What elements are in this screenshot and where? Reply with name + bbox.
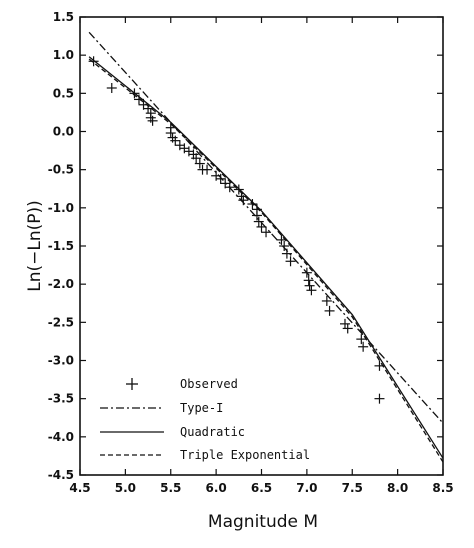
y-tick-label-12: -4.5	[48, 468, 74, 482]
legend-label-observed: Observed	[180, 377, 238, 391]
y-tick-label-1: 1.0	[53, 48, 74, 62]
legend-label-type1: Type-I	[180, 401, 223, 415]
observed-point-43	[324, 305, 335, 316]
x-axis-title: Magnitude M	[208, 512, 318, 532]
legend-item-observed: Observed	[126, 377, 238, 391]
y-tick-label-6: -1.5	[48, 239, 74, 253]
x-tick-label-6: 7.5	[342, 481, 363, 495]
observed-point-49	[374, 393, 385, 404]
observed-point-41	[306, 285, 317, 296]
observed-point-35	[279, 241, 290, 251]
observed-point-8	[147, 115, 158, 126]
observed-point-10	[165, 128, 176, 139]
observed-point-32	[256, 221, 267, 232]
observed-point-3	[133, 94, 144, 105]
observed-points	[88, 56, 385, 404]
y-tick-label-10: -3.5	[48, 392, 74, 406]
observed-point-33	[261, 227, 272, 238]
observed-point-25	[233, 184, 244, 195]
observed-point-2	[129, 88, 140, 99]
observed-point-31	[253, 216, 264, 227]
x-tick-label-1: 5.0	[115, 481, 136, 495]
observed-point-22	[215, 173, 226, 184]
observed-point-40	[304, 280, 315, 291]
legend-item-triple-exponential: Triple Exponential	[100, 448, 310, 462]
x-tick-label-5: 7.0	[296, 481, 317, 495]
observed-point-44	[339, 318, 350, 329]
series-line-2	[88, 56, 444, 459]
observed-point-47	[358, 341, 369, 352]
observed-point-5	[143, 103, 154, 114]
observed-point-48	[374, 360, 385, 371]
series-line-3	[88, 58, 444, 463]
y-tick-label-4: -0.5	[48, 163, 74, 177]
y-tick-label-7: -2.0	[48, 277, 74, 291]
legend: Observed Type-I Quadratic Triple Exponen…	[100, 377, 310, 462]
observed-point-46	[356, 334, 367, 345]
x-tick-label-4: 6.5	[251, 481, 272, 495]
observed-point-28	[247, 199, 258, 210]
observed-point-37	[285, 256, 296, 267]
observed-point-12	[170, 135, 181, 146]
y-tick-label-8: -2.5	[48, 315, 74, 329]
observed-point-20	[202, 164, 213, 175]
observed-point-18	[194, 158, 205, 169]
y-tick-label-5: -1.0	[48, 201, 74, 215]
x-tick-label-2: 5.5	[160, 481, 181, 495]
observed-point-42	[321, 295, 332, 306]
y-tick-label-2: 0.5	[53, 86, 74, 100]
observed-point-45	[342, 323, 353, 334]
axis-ticks: 4.5 5.0 5.5 6.0 6.5 7.0 7.5 8.0 8.5 1.5 1.0 0.5 0.0 -…	[48, 10, 454, 495]
observed-point-24	[224, 182, 235, 193]
legend-item-quadratic: Quadratic	[100, 425, 245, 439]
observed-point-30	[251, 210, 262, 221]
observed-point-39	[303, 275, 314, 286]
observed-point-36	[281, 248, 292, 259]
observed-point-38	[301, 267, 312, 278]
x-tick-label-7: 8.0	[387, 481, 408, 495]
y-tick-label-11: -4.0	[48, 430, 74, 444]
observed-point-27	[238, 195, 249, 206]
x-tick-label-3: 6.0	[205, 481, 226, 495]
plot-frame	[79, 16, 444, 476]
y-axis-title: Ln(−Ln(P))	[25, 200, 45, 292]
y-tick-label-3: 0.0	[53, 125, 74, 139]
series-lines	[88, 31, 444, 463]
legend-label-quadratic: Quadratic	[180, 425, 245, 439]
legend-label-triple-exponential: Triple Exponential	[180, 448, 310, 462]
legend-item-type1: Type-I	[100, 401, 223, 415]
y-tick-label-9: -3.0	[48, 354, 74, 368]
observed-point-17	[191, 153, 202, 164]
x-tick-label-0: 4.5	[69, 481, 90, 495]
y-tick-label-0: 1.5	[53, 10, 74, 24]
observed-point-1	[106, 82, 117, 93]
observed-point-34	[276, 234, 287, 245]
observed-point-0	[88, 56, 99, 67]
x-tick-label-8: 8.5	[432, 481, 453, 495]
